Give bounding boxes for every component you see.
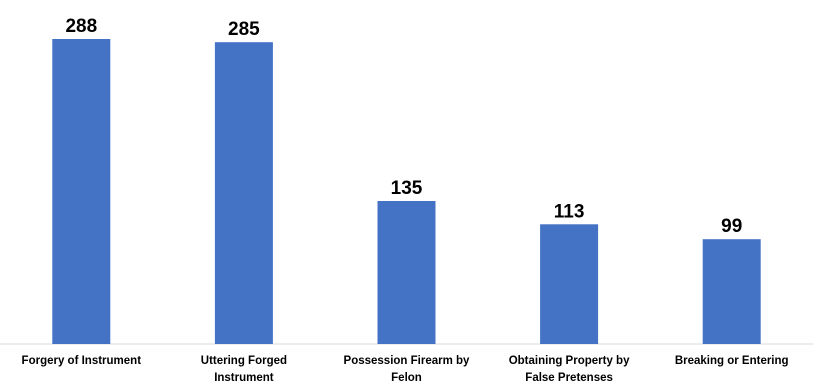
value-label-3: 113 <box>554 201 585 222</box>
category-label-1-line-1: Instrument <box>214 372 274 384</box>
category-label-3-line-1: False Pretenses <box>525 372 613 384</box>
bar-0 <box>52 39 111 344</box>
bar-4 <box>702 239 761 344</box>
value-label-0: 288 <box>65 16 97 37</box>
category-label-4-line-0: Breaking or Entering <box>675 355 789 367</box>
value-label-4: 99 <box>721 216 742 237</box>
bars-group <box>52 39 761 344</box>
category-label-1: Uttering Forged Instrument <box>201 355 287 384</box>
category-labels-group: Forgery of Instrument Uttering Forged Inst… <box>22 355 789 384</box>
category-label-2-line-1: Felon <box>391 372 422 384</box>
category-label-2: Possession Firearm by Felon <box>344 355 471 384</box>
bar-2 <box>377 201 436 344</box>
category-label-4: Breaking or Entering <box>675 355 789 367</box>
bar-3 <box>540 224 599 344</box>
value-labels-group: 288 285 135 113 99 <box>65 16 742 237</box>
category-label-3-line-0: Obtaining Property by <box>509 355 630 367</box>
value-label-1: 285 <box>228 19 260 40</box>
category-label-2-line-0: Possession Firearm by <box>344 355 471 367</box>
category-label-1-line-0: Uttering Forged <box>201 355 287 367</box>
value-label-2: 135 <box>391 178 423 199</box>
category-label-0: Forgery of Instrument <box>22 355 142 367</box>
bar-1 <box>214 42 273 344</box>
category-label-3: Obtaining Property by False Pretenses <box>509 355 630 384</box>
category-label-0-line-0: Forgery of Instrument <box>22 355 142 367</box>
